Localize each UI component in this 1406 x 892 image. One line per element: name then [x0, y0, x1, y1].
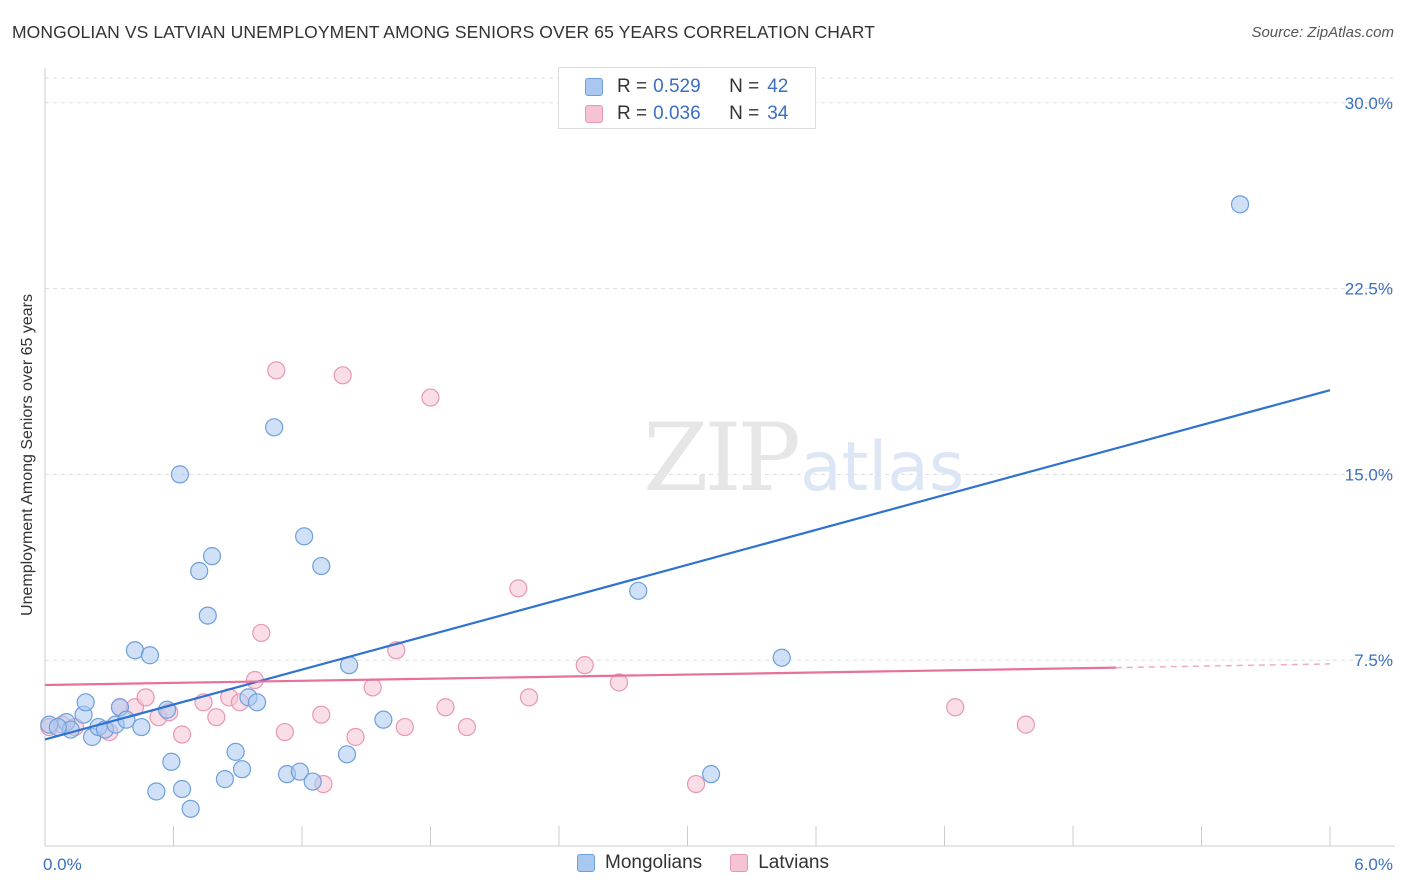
data-points [40, 195, 1250, 818]
legend-r-label: R = [617, 103, 648, 124]
mongolian-point [337, 745, 357, 764]
legend-item-mongolians[interactable]: Mongolians [577, 852, 702, 874]
latvian-point [457, 717, 477, 737]
gridlines [45, 77, 1395, 661]
latvians-trendline-extension [1115, 663, 1331, 669]
x-tick-label: 0.0% [43, 855, 82, 874]
latvian-point [1016, 715, 1035, 734]
y-tick-label: 15.0% [1345, 465, 1393, 484]
latvian-point [395, 717, 414, 737]
y-tick-label: 30.0% [1345, 94, 1393, 113]
mongolian-point [215, 770, 234, 789]
mongolian-point [202, 547, 222, 566]
legend-swatch-mongolians [585, 78, 603, 96]
legend-item-latvians[interactable]: Latvians [730, 852, 829, 874]
mongolian-point [374, 710, 393, 729]
mongolian-point [303, 772, 322, 791]
mongolian-point [181, 799, 200, 818]
chart-title: MONGOLIAN VS LATVIAN UNEMPLOYMENT AMONG … [12, 22, 875, 42]
legend-swatch-latvians [730, 854, 749, 872]
mongolian-point [162, 752, 181, 771]
mongolian-point [1230, 195, 1250, 214]
watermark-zip: ZIP [643, 404, 797, 513]
latvian-point [363, 678, 382, 697]
mongolian-point [247, 693, 267, 712]
watermark-atlas: atlas [800, 428, 964, 507]
mongolian-point [312, 556, 331, 576]
mongolian-point [140, 646, 160, 665]
latvian-point [312, 705, 331, 724]
x-tick-label: 6.0% [1354, 855, 1393, 874]
latvian-point [172, 725, 192, 744]
mongolian-point [226, 742, 245, 761]
latvian-point [252, 623, 271, 643]
mongolian-point [48, 717, 67, 737]
mongolian-point [170, 465, 190, 484]
mongolian-point [295, 527, 314, 546]
legend-row-mongolians: R = 0.529 N = 42 [585, 75, 788, 99]
mongolian-point [701, 765, 721, 784]
mongolian-point [190, 561, 209, 581]
latvian-point [267, 361, 286, 380]
latvian-point [421, 388, 440, 407]
latvian-point [575, 656, 594, 675]
legend-r-value: 0.036 [653, 103, 701, 124]
mongolian-point [629, 581, 648, 600]
latvian-point [136, 688, 155, 707]
mongolian-point [198, 606, 217, 625]
legend-n-label: N = [729, 103, 760, 124]
latvian-point [333, 366, 352, 385]
legend-label-latvians: Latvians [758, 852, 829, 873]
mongolian-point [232, 760, 252, 779]
mongolian-point [76, 693, 95, 712]
latvian-point [609, 673, 629, 692]
stats-legend: R = 0.529 N = 42 R = 0.036 N = 34 [558, 67, 816, 129]
latvian-point [946, 698, 965, 717]
mongolian-point [172, 779, 192, 799]
latvian-point [509, 579, 528, 598]
mongolian-point [265, 418, 284, 437]
latvian-point [275, 722, 294, 742]
legend-row-latvians: R = 0.036 N = 34 [585, 102, 788, 126]
mongolian-point [772, 648, 791, 667]
source-credit: Source: ZipAtlas.com [1251, 24, 1394, 41]
tick-labels: 7.5% 15.0% 22.5% 30.0% 0.0% 6.0% [43, 94, 1393, 874]
y-tick-label: 7.5% [1354, 651, 1393, 670]
latvian-point [346, 727, 365, 747]
legend-n-label: N = [729, 76, 760, 97]
latvian-point [686, 774, 706, 794]
legend-r-label: R = [617, 76, 648, 97]
mongolian-point [132, 717, 151, 737]
legend-r-value: 0.529 [653, 76, 701, 97]
latvian-point [519, 688, 539, 707]
series-legend: Mongolians Latvians [0, 852, 1406, 874]
mongolian-point [290, 762, 309, 781]
legend-n-value: 34 [767, 103, 789, 124]
latvian-point [207, 708, 226, 727]
mongolian-point [147, 782, 166, 801]
latvian-point [436, 698, 455, 717]
latvians-trendline [44, 666, 1116, 687]
legend-label-mongolians: Mongolians [605, 852, 703, 873]
legend-n-value: 42 [767, 76, 789, 97]
trendlines [44, 389, 1331, 741]
y-tick-label: 22.5% [1345, 280, 1393, 299]
legend-swatch-latvians [585, 105, 603, 123]
axes [44, 68, 1395, 847]
legend-swatch-mongolians [577, 854, 596, 872]
